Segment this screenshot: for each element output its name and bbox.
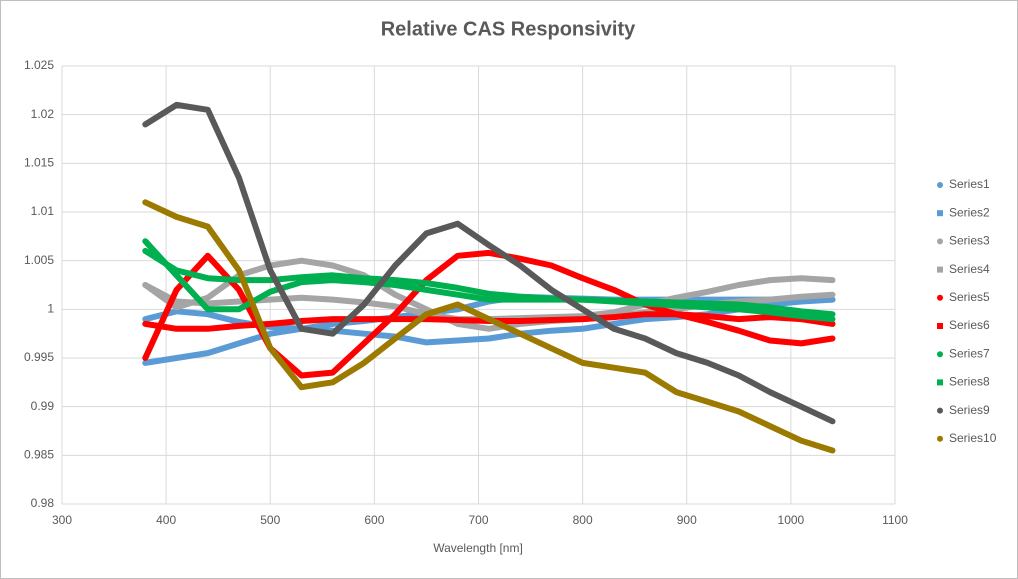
series-line (142, 247, 836, 318)
legend-label: Series1 (949, 177, 990, 191)
legend-label: Series7 (949, 346, 990, 360)
y-tick-label: 1.025 (24, 58, 54, 72)
legend-marker (937, 351, 943, 358)
legend-marker (937, 210, 943, 217)
y-tick-label: 0.98 (31, 496, 55, 510)
legend-label: Series8 (949, 375, 990, 389)
x-tick-label: 1100 (882, 513, 908, 527)
legend-label: Series9 (949, 403, 990, 417)
y-tick-label: 1.005 (24, 253, 54, 267)
x-axis-label: Wavelength [nm] (433, 541, 523, 555)
y-tick-label: 0.995 (24, 350, 54, 364)
y-tick-label: 1.02 (31, 107, 55, 121)
legend-label: Series5 (949, 290, 990, 304)
series-line (142, 238, 836, 323)
legend-label: Series6 (949, 318, 990, 332)
legend-label: Series4 (949, 262, 990, 276)
series-line (142, 101, 836, 425)
legend-marker (937, 294, 943, 301)
legend-label: Series2 (949, 205, 990, 219)
legend-marker (937, 266, 943, 273)
legend-marker (937, 182, 943, 188)
legend-marker (937, 379, 943, 386)
legend-marker (937, 435, 943, 442)
y-tick-label: 1.01 (31, 204, 55, 218)
x-tick-label: 300 (52, 513, 72, 527)
legend-label: Series10 (949, 431, 997, 445)
x-tick-label: 1000 (778, 513, 805, 527)
series-line (142, 199, 836, 454)
x-tick-label: 400 (156, 513, 176, 527)
x-tick-label: 500 (260, 513, 280, 527)
legend-marker (937, 407, 943, 414)
legend-marker (937, 238, 943, 245)
chart-title: Relative CAS Responsivity (381, 18, 636, 40)
legend-label: Series3 (949, 234, 990, 248)
y-tick-label: 0.99 (31, 399, 55, 413)
y-tick-label: 1.015 (24, 156, 54, 170)
x-tick-label: 600 (364, 513, 384, 527)
x-tick-label: 800 (573, 513, 593, 527)
y-tick-label: 1 (47, 302, 54, 316)
x-tick-label: 900 (677, 513, 697, 527)
y-tick-label: 0.985 (24, 448, 54, 462)
legend-marker (937, 323, 943, 329)
x-tick-label: 700 (468, 513, 488, 527)
